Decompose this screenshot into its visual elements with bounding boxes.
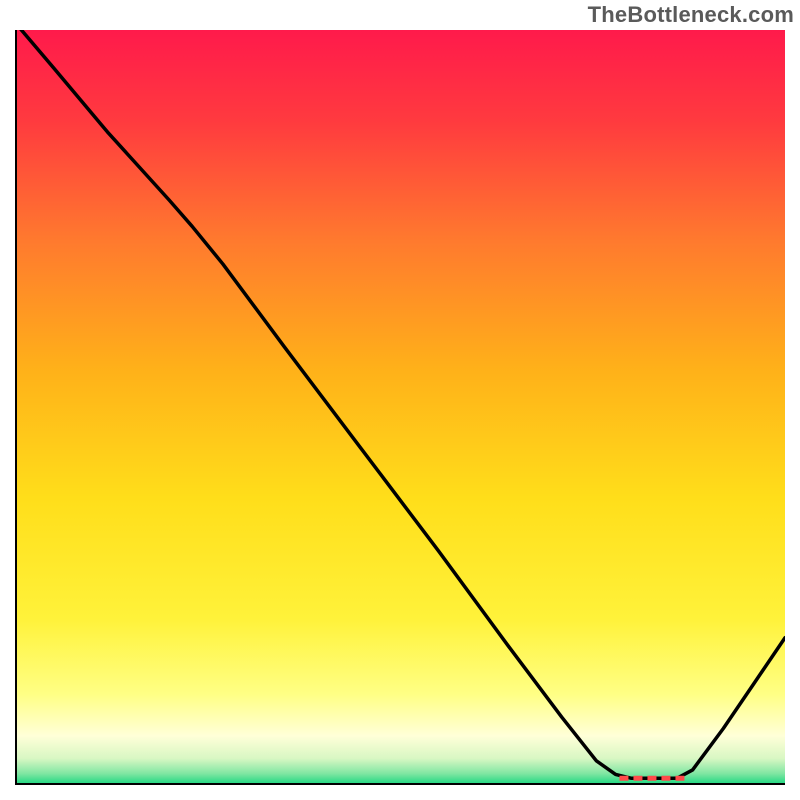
plot-area: [15, 30, 785, 785]
threshold-marker: [15, 30, 785, 785]
chart-container: { "watermark": { "text": "TheBottleneck.…: [0, 0, 800, 800]
watermark-text: TheBottleneck.com: [588, 2, 794, 28]
